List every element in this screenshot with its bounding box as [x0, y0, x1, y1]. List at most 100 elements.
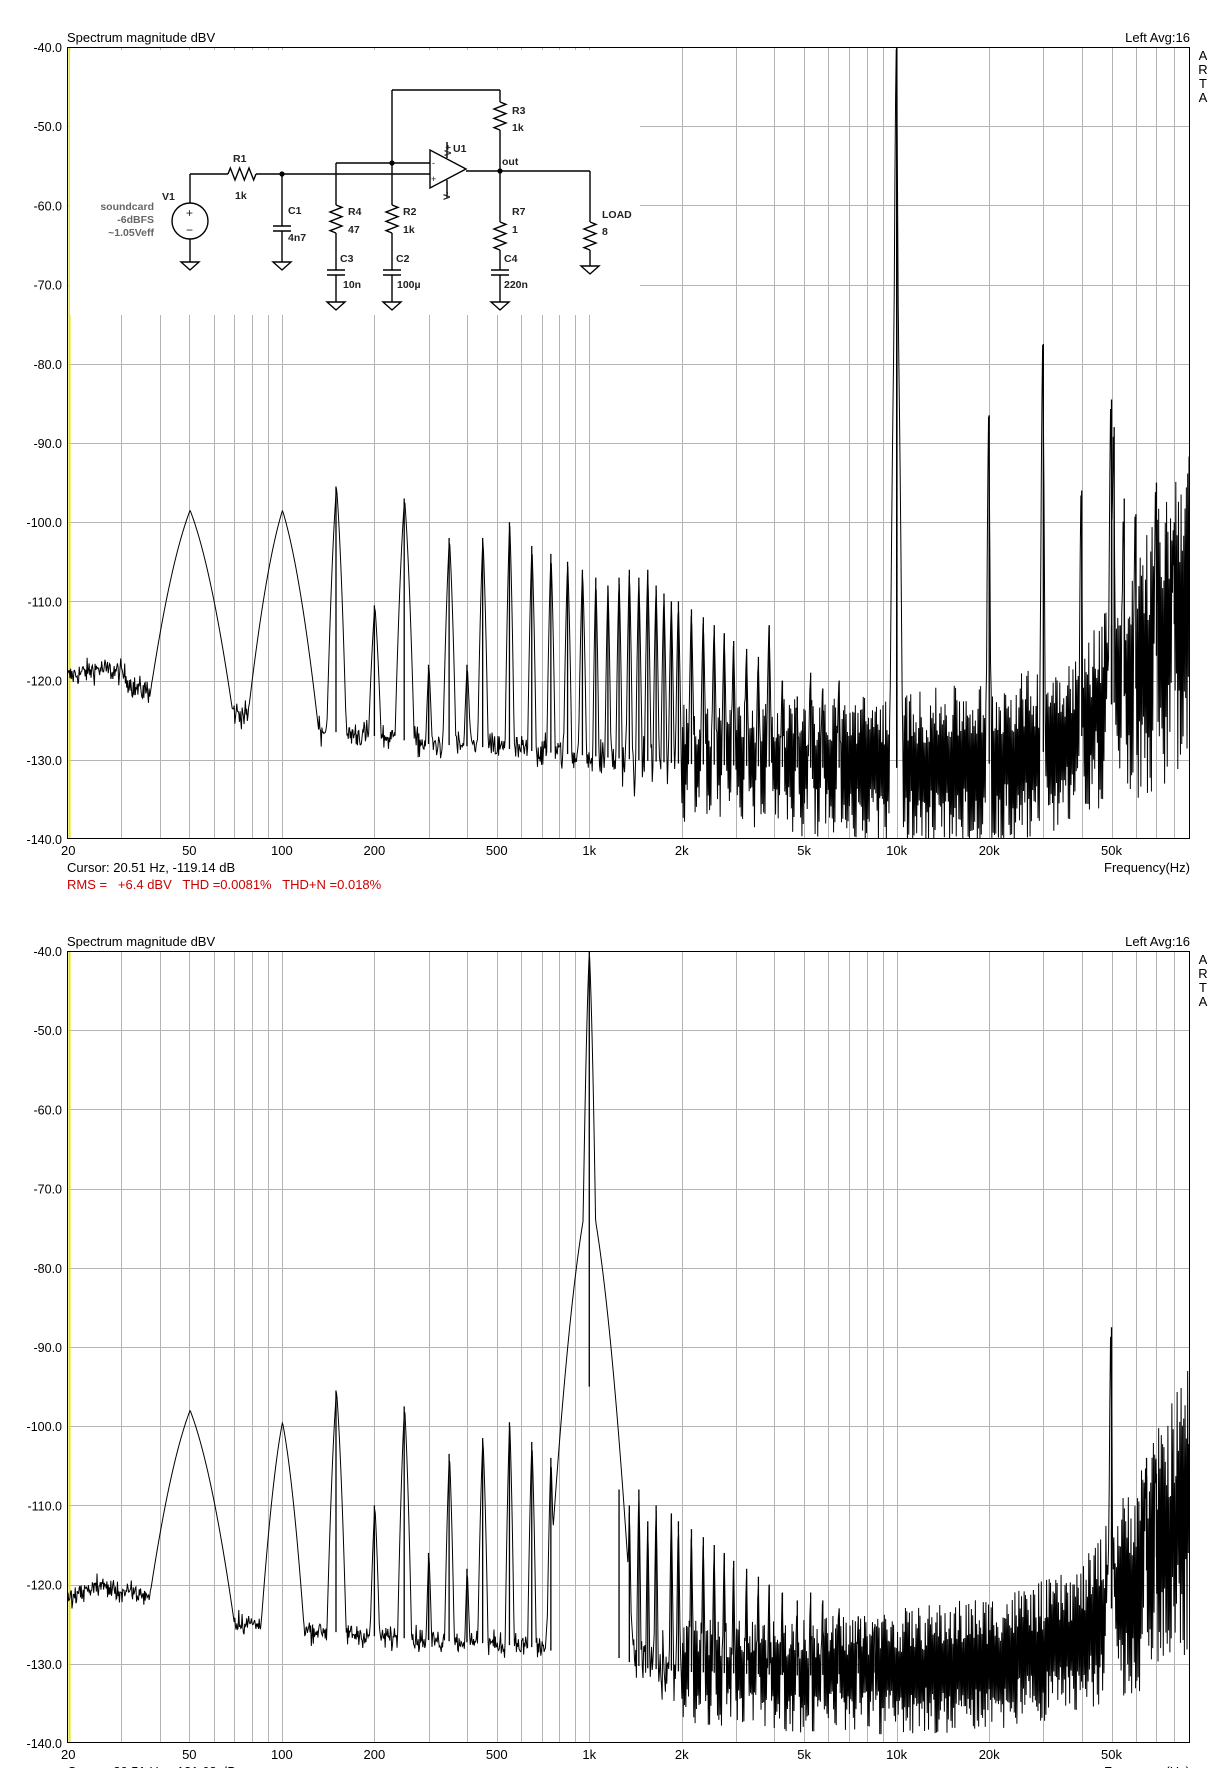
schematic-label: R1	[233, 153, 247, 165]
chart-title: Spectrum magnitude dBV	[67, 934, 215, 949]
schematic-wires	[171, 89, 601, 311]
y-tick-label: -140.0	[27, 1737, 62, 1751]
schematic-label: 47	[348, 224, 360, 236]
y-tick-label: -120.0	[27, 1579, 62, 1593]
y-tick-label: -140.0	[27, 833, 62, 847]
y-tick-label: -40.0	[34, 945, 63, 959]
brand-letter: R	[1198, 966, 1207, 981]
y-tick-label: -80.0	[34, 358, 63, 372]
x-tick-label: 10k	[886, 843, 907, 858]
schematic-label: -	[432, 158, 435, 168]
y-tick-label: -40.0	[34, 41, 63, 55]
schematic-label: -6dBFS	[117, 214, 154, 226]
schematic-label: R2	[403, 206, 417, 218]
x-tick-label: 20	[61, 843, 75, 858]
schematic-label: R4	[348, 206, 362, 218]
x-axis-label: Frequency(Hz)	[1104, 860, 1190, 875]
y-tick-label: -60.0	[34, 1103, 63, 1117]
schematic-label: V+	[443, 145, 453, 156]
y-tick-label: -60.0	[34, 199, 63, 213]
x-tick-label: 10k	[886, 1747, 907, 1762]
y-tick-label: -110.0	[27, 1499, 62, 1513]
y-tick-label: -90.0	[34, 437, 63, 451]
channel-label: Left Avg:16	[1125, 30, 1190, 45]
junction-dot	[279, 171, 285, 177]
schematic-label: +	[186, 206, 193, 220]
resistor-symbol	[227, 166, 257, 182]
brand-letter: R	[1198, 62, 1207, 77]
schematic-label: 220n	[504, 279, 528, 291]
schematic-label: soundcard	[100, 201, 154, 213]
x-tick-label: 2k	[675, 1747, 689, 1762]
circuit-schematic: + − V1 soundcard-6dBFS~1.05Veff R1 1k C1 4n7 R4 4…	[70, 50, 640, 315]
x-tick-label: 2k	[675, 843, 689, 858]
junction-dot	[389, 160, 395, 166]
brand-letter: A	[1199, 90, 1208, 105]
schematic-label: V-	[442, 191, 452, 200]
x-tick-label: 50	[182, 1747, 196, 1762]
schematic-label: 1k	[512, 122, 524, 134]
x-tick-label: 1k	[582, 843, 596, 858]
x-tick-label: 200	[364, 843, 386, 858]
schematic-label: R7	[512, 206, 526, 218]
y-tick-label: -90.0	[34, 1341, 63, 1355]
x-axis-label: Frequency(Hz)	[1104, 1764, 1190, 1768]
schematic-label: 10n	[343, 279, 361, 291]
y-tick-label: -130.0	[27, 1658, 62, 1672]
x-tick-label: 5k	[797, 843, 811, 858]
schematic-label: U1	[453, 143, 467, 155]
y-tick-label: -80.0	[34, 1262, 63, 1276]
resistor-symbol	[384, 204, 400, 234]
chart-title: Spectrum magnitude dBV	[67, 30, 215, 45]
x-tick-label: 20	[61, 1747, 75, 1762]
schematic-label: C1	[288, 205, 302, 217]
measurement-status: RMS = +6.4 dBV THD =0.0081% THD+N =0.018…	[67, 877, 382, 892]
cursor-readout: Cursor: 20.51 Hz, -121.68 dB	[67, 1764, 236, 1768]
schematic-label: C3	[340, 253, 354, 265]
y-tick-label: -70.0	[34, 279, 63, 293]
schematic-label: 1	[512, 224, 518, 236]
schematic-background	[70, 50, 640, 315]
brand-letter: A	[1199, 952, 1208, 967]
ground-symbol	[489, 301, 511, 311]
brand-letter: T	[1199, 980, 1207, 995]
schematic-label: LOAD	[602, 209, 632, 221]
schematic-label: ~1.05Veff	[108, 227, 154, 239]
y-tick-label: -50.0	[34, 120, 63, 134]
x-tick-label: 500	[486, 1747, 508, 1762]
x-tick-label: 100	[271, 843, 293, 858]
schematic-label: +	[431, 174, 436, 184]
x-tick-label: 20k	[979, 843, 1000, 858]
plot-frame	[67, 951, 1190, 1743]
schematic-label: C2	[396, 253, 410, 265]
schematic-label: −	[186, 223, 193, 237]
ground-symbol	[271, 261, 293, 271]
y-tick-label: -50.0	[34, 1024, 63, 1038]
x-tick-label: 50k	[1101, 1747, 1122, 1762]
schematic-label: 8	[602, 226, 608, 238]
spectrum-trace	[67, 49, 1190, 840]
channel-label: Left Avg:16	[1125, 934, 1190, 949]
brand-letter: A	[1199, 48, 1208, 63]
y-tick-label: -100.0	[27, 516, 62, 530]
schematic-label: C4	[504, 253, 518, 265]
junction-dot	[497, 168, 503, 174]
x-tick-label: 200	[364, 1747, 386, 1762]
schematic-label: 1k	[235, 190, 247, 202]
brand-letter: A	[1199, 994, 1208, 1009]
ground-symbol	[179, 261, 201, 271]
ground-symbol	[381, 301, 403, 311]
schematic-label: out	[502, 156, 519, 168]
opamp-symbol	[429, 148, 468, 190]
schematic-label: 4n7	[288, 232, 306, 244]
y-tick-label: -110.0	[27, 595, 62, 609]
x-tick-label: 500	[486, 843, 508, 858]
ground-symbol	[579, 265, 601, 275]
resistor-symbol	[492, 101, 508, 131]
x-tick-label: 5k	[797, 1747, 811, 1762]
x-tick-label: 20k	[979, 1747, 1000, 1762]
x-tick-label: 50k	[1101, 843, 1122, 858]
resistor-symbol	[492, 221, 508, 251]
y-tick-label: -100.0	[27, 1420, 62, 1434]
